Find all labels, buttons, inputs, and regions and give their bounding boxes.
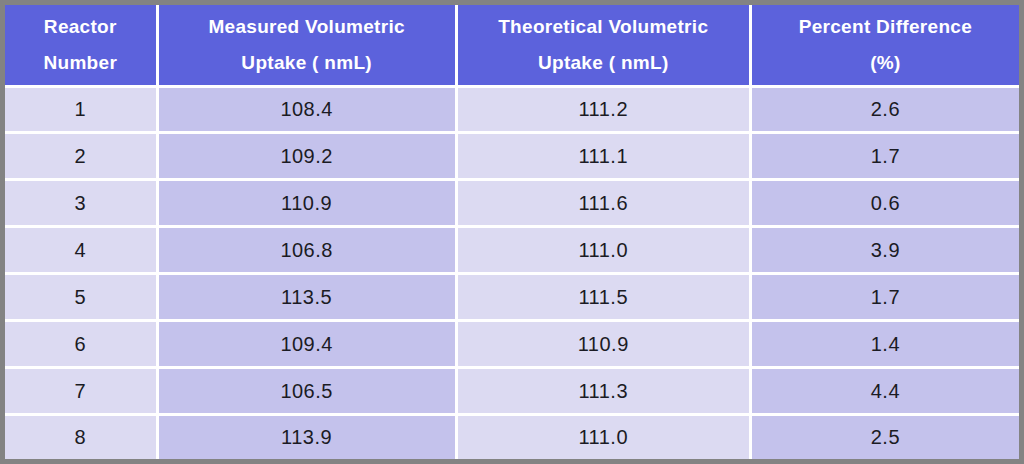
table-cell: 108.4 (157, 86, 456, 133)
table-cell: 1.4 (750, 321, 1019, 368)
table-row: 6109.4110.91.4 (5, 321, 1019, 368)
table-row: 3110.9111.60.6 (5, 180, 1019, 227)
header-label-line: Percent Difference (752, 9, 1019, 45)
table-cell: 1.7 (750, 133, 1019, 180)
table-row: 4106.8111.03.9 (5, 227, 1019, 274)
table-cell: 3.9 (750, 227, 1019, 274)
header-cell-measured-uptake: Measured Volumetric Uptake ( nmL) (157, 5, 456, 86)
reactor-uptake-table: Reactor Number Measured Volumetric Uptak… (5, 5, 1019, 459)
table-cell: 109.4 (157, 321, 456, 368)
table-cell: 113.5 (157, 274, 456, 321)
table-cell: 6 (5, 321, 157, 368)
table-cell: 1 (5, 86, 157, 133)
table-cell: 7 (5, 368, 157, 415)
table-cell: 111.3 (456, 368, 750, 415)
table-cell: 111.1 (456, 133, 750, 180)
table-cell: 3 (5, 180, 157, 227)
table-body: 1108.4111.22.62109.2111.11.73110.9111.60… (5, 86, 1019, 459)
table-cell: 111.6 (456, 180, 750, 227)
table-row: 7106.5111.34.4 (5, 368, 1019, 415)
header-cell-reactor-number: Reactor Number (5, 5, 157, 86)
table-cell: 111.5 (456, 274, 750, 321)
table-cell: 1.7 (750, 274, 1019, 321)
table-cell: 106.5 (157, 368, 456, 415)
table-cell: 111.2 (456, 86, 750, 133)
table-cell: 4.4 (750, 368, 1019, 415)
table-cell: 106.8 (157, 227, 456, 274)
header-label-line: (%) (752, 45, 1019, 81)
table-header: Reactor Number Measured Volumetric Uptak… (5, 5, 1019, 86)
header-row: Reactor Number Measured Volumetric Uptak… (5, 5, 1019, 86)
table-cell: 2.5 (750, 415, 1019, 459)
header-label-line: Reactor (5, 9, 156, 45)
table-row: 2109.2111.11.7 (5, 133, 1019, 180)
table-row: 8113.9111.02.5 (5, 415, 1019, 459)
header-cell-theoretical-uptake: Theoretical Volumetric Uptake ( nmL) (456, 5, 750, 86)
header-cell-percent-difference: Percent Difference (%) (750, 5, 1019, 86)
header-label-line: Number (5, 45, 156, 81)
table-cell: 2 (5, 133, 157, 180)
table-cell: 113.9 (157, 415, 456, 459)
header-label-line: Uptake ( nmL) (159, 45, 455, 81)
table-cell: 110.9 (157, 180, 456, 227)
header-label-line: Uptake ( nmL) (458, 45, 749, 81)
table-frame: Reactor Number Measured Volumetric Uptak… (0, 0, 1024, 464)
table-cell: 111.0 (456, 415, 750, 459)
table-cell: 5 (5, 274, 157, 321)
table-cell: 0.6 (750, 180, 1019, 227)
header-label-line: Measured Volumetric (159, 9, 455, 45)
table-row: 5113.5111.51.7 (5, 274, 1019, 321)
table-cell: 2.6 (750, 86, 1019, 133)
table-row: 1108.4111.22.6 (5, 86, 1019, 133)
table-cell: 110.9 (456, 321, 750, 368)
table-cell: 8 (5, 415, 157, 459)
table-cell: 4 (5, 227, 157, 274)
table-cell: 111.0 (456, 227, 750, 274)
table-cell: 109.2 (157, 133, 456, 180)
header-label-line: Theoretical Volumetric (458, 9, 749, 45)
